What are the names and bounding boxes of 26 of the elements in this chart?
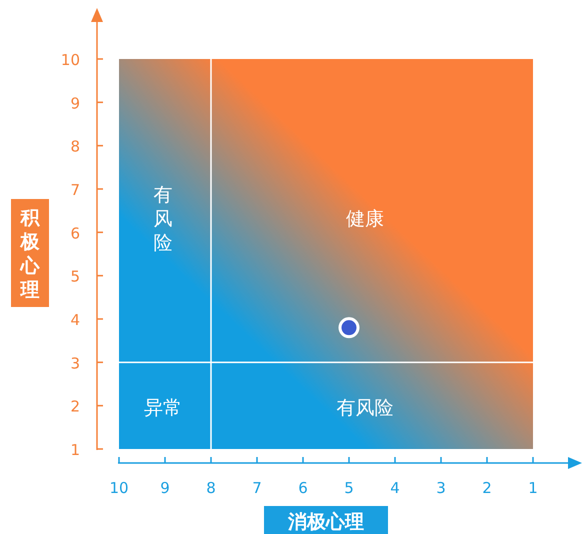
- y-tick-label: 7: [70, 181, 80, 199]
- y-tick-label: 9: [70, 94, 80, 112]
- y-tick-label: 4: [70, 311, 80, 329]
- x-tick-label: 10: [109, 479, 129, 497]
- y-tick-label: 3: [70, 354, 80, 372]
- x-tick-label: 9: [160, 479, 170, 497]
- y-tick-label: 2: [70, 398, 80, 416]
- annotation: 有风险: [154, 184, 172, 254]
- annotation: 健康: [346, 208, 384, 230]
- y-tick-label: 1: [70, 441, 80, 459]
- x-tick-label: 2: [482, 479, 492, 497]
- y-tick-label: 6: [70, 224, 80, 242]
- x-tick-label: 3: [436, 479, 446, 497]
- y-axis-title: 积极心理: [20, 207, 40, 301]
- x-tick-label: 6: [298, 479, 308, 497]
- annotation: 异常: [144, 397, 182, 419]
- annotation: 有风险: [336, 397, 394, 419]
- x-axis-title: 消极心理: [287, 511, 364, 533]
- x-tick-label: 1: [528, 479, 538, 497]
- x-tick-label: 7: [252, 479, 262, 497]
- y-tick-label: 8: [70, 138, 80, 156]
- y-tick-label: 10: [60, 51, 80, 69]
- x-tick-label: 8: [206, 479, 216, 497]
- x-tick-label: 4: [390, 479, 400, 497]
- x-tick-label: 5: [344, 479, 354, 497]
- y-tick-label: 5: [70, 268, 80, 286]
